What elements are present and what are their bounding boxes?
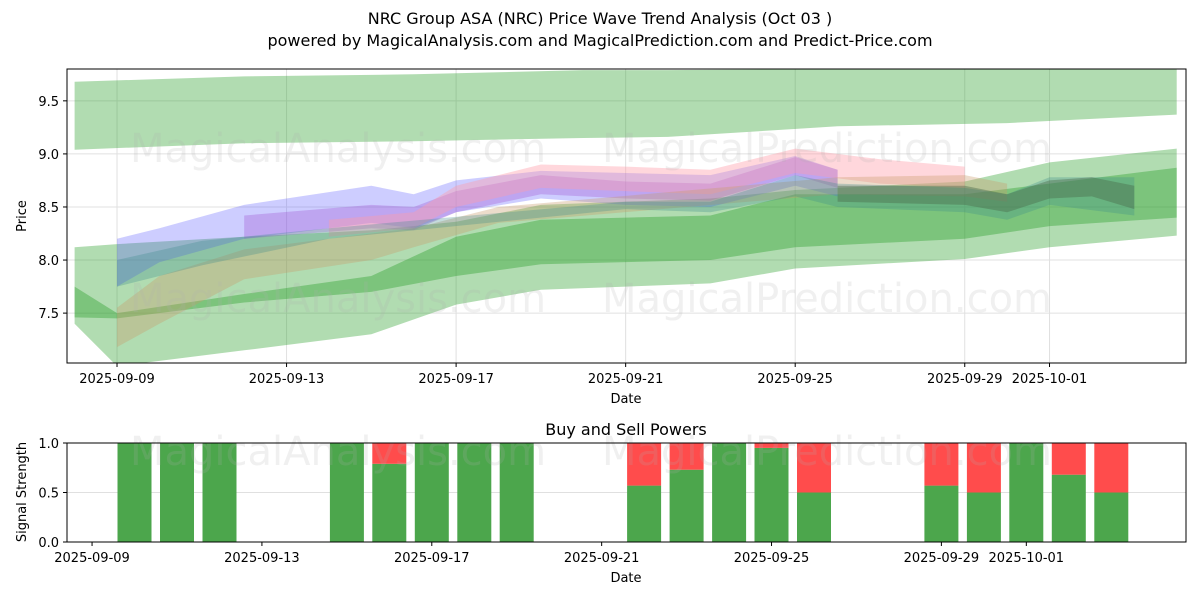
y-tick-label: 7.5 xyxy=(38,307,59,322)
x-tick-label: 2025-09-21 xyxy=(588,372,664,387)
outer-lower-green-band xyxy=(74,148,1177,363)
purple-wave-band xyxy=(244,157,838,239)
y-tick-label: 8.5 xyxy=(38,201,59,216)
buy-bar xyxy=(414,443,449,542)
price-axes-frame xyxy=(66,68,1187,364)
pink-wave-band xyxy=(328,148,965,237)
signal-x-ticks: 2025-09-09 2025-09-13 2025-09-17 2025-09-21… xyxy=(54,542,1064,566)
buy-bar xyxy=(627,485,662,542)
watermark-text: MagicalAnalysis.com xyxy=(130,429,546,475)
x-tick-label: 2025-09-29 xyxy=(904,551,980,566)
price-chart: MagicalAnalysis.com MagicalPrediction.co… xyxy=(15,68,1187,407)
blue-wave-band xyxy=(117,156,838,287)
signal-chart: Buy and Sell Powers MagicalAnalysis.com … xyxy=(15,420,1187,586)
sell-bar xyxy=(372,443,407,464)
sell-bar xyxy=(924,443,959,486)
price-y-ticks: 7.5 8.0 8.5 9.0 9.5 xyxy=(38,95,67,322)
tan-wave-band xyxy=(117,175,1008,348)
buy-bar xyxy=(754,447,789,542)
x-tick-label: 2025-09-17 xyxy=(418,372,494,387)
sell-bar xyxy=(966,443,1001,493)
signal-bars xyxy=(117,443,1129,542)
watermark-text: MagicalPrediction.com xyxy=(602,276,1052,322)
y-tick-label: 0.0 xyxy=(38,536,59,551)
signal-y-ticks: 0.0 0.5 1.0 xyxy=(38,437,67,551)
sell-bar xyxy=(1051,443,1086,475)
buy-bar xyxy=(160,443,194,542)
buy-bar xyxy=(1009,443,1044,542)
price-y-axis-label: Price xyxy=(15,200,30,232)
buy-bar xyxy=(712,443,747,542)
buy-bar xyxy=(966,492,1001,542)
price-grid xyxy=(67,69,1186,363)
x-tick-label: 2025-09-29 xyxy=(927,372,1003,387)
signal-x-axis-label: Date xyxy=(610,571,641,586)
y-tick-label: 0.5 xyxy=(38,487,59,502)
buy-bar xyxy=(1051,474,1086,542)
y-tick-label: 8.0 xyxy=(38,254,59,269)
x-tick-label: 2025-09-13 xyxy=(249,372,325,387)
signal-chart-title: Buy and Sell Powers xyxy=(545,420,707,439)
darkgreen-wave-band xyxy=(837,177,1135,213)
upper-green-band xyxy=(74,69,1177,150)
sell-bar xyxy=(797,443,831,493)
watermark-text: MagicalAnalysis.com xyxy=(130,276,546,322)
buy-bar xyxy=(499,443,534,542)
x-tick-label: 2025-09-17 xyxy=(394,551,470,566)
x-tick-label: 2025-09-09 xyxy=(79,372,155,387)
price-watermarks: MagicalAnalysis.com MagicalPrediction.co… xyxy=(130,126,1052,322)
price-x-ticks: 2025-09-09 2025-09-13 2025-09-17 2025-09-21… xyxy=(79,363,1087,387)
inner-lower-green-band xyxy=(74,167,1177,319)
buy-bar xyxy=(202,443,237,542)
buy-bar xyxy=(457,443,492,542)
sell-bar xyxy=(627,443,662,486)
buy-bar xyxy=(1094,492,1129,542)
chart-subtitle: powered by MagicalAnalysis.com and Magic… xyxy=(267,31,933,50)
buy-bar xyxy=(372,463,407,542)
x-tick-label: 2025-10-01 xyxy=(989,551,1065,566)
watermark-text: MagicalPrediction.com xyxy=(602,126,1052,172)
chart-title: NRC Group ASA (NRC) Price Wave Trend Ana… xyxy=(367,9,833,28)
sell-bar xyxy=(1094,443,1129,493)
x-tick-label: 2025-09-25 xyxy=(757,372,833,387)
watermark-text: MagicalAnalysis.com xyxy=(130,126,546,172)
buy-bar xyxy=(329,443,364,542)
y-tick-label: 1.0 xyxy=(38,437,59,452)
price-bands xyxy=(74,69,1177,363)
price-x-axis-label: Date xyxy=(610,392,641,407)
buy-bar xyxy=(797,492,831,542)
sell-bar xyxy=(754,443,789,448)
buy-bar xyxy=(924,485,959,542)
signal-watermarks: MagicalAnalysis.com MagicalPrediction.co… xyxy=(130,429,1052,475)
x-tick-label: 2025-09-21 xyxy=(564,551,640,566)
y-tick-label: 9.0 xyxy=(38,148,59,163)
y-tick-label: 9.5 xyxy=(38,95,59,110)
x-tick-label: 2025-09-13 xyxy=(224,551,300,566)
watermark-text: MagicalPrediction.com xyxy=(602,429,1052,475)
buy-bar xyxy=(117,443,152,542)
x-tick-label: 2025-09-09 xyxy=(54,551,130,566)
signal-y-axis-label: Signal Strength xyxy=(15,442,30,542)
buy-bar xyxy=(669,469,704,542)
sell-bar xyxy=(669,443,704,470)
x-tick-label: 2025-10-01 xyxy=(1012,372,1088,387)
teal-wave-band xyxy=(117,175,1135,287)
x-tick-label: 2025-09-25 xyxy=(734,551,810,566)
